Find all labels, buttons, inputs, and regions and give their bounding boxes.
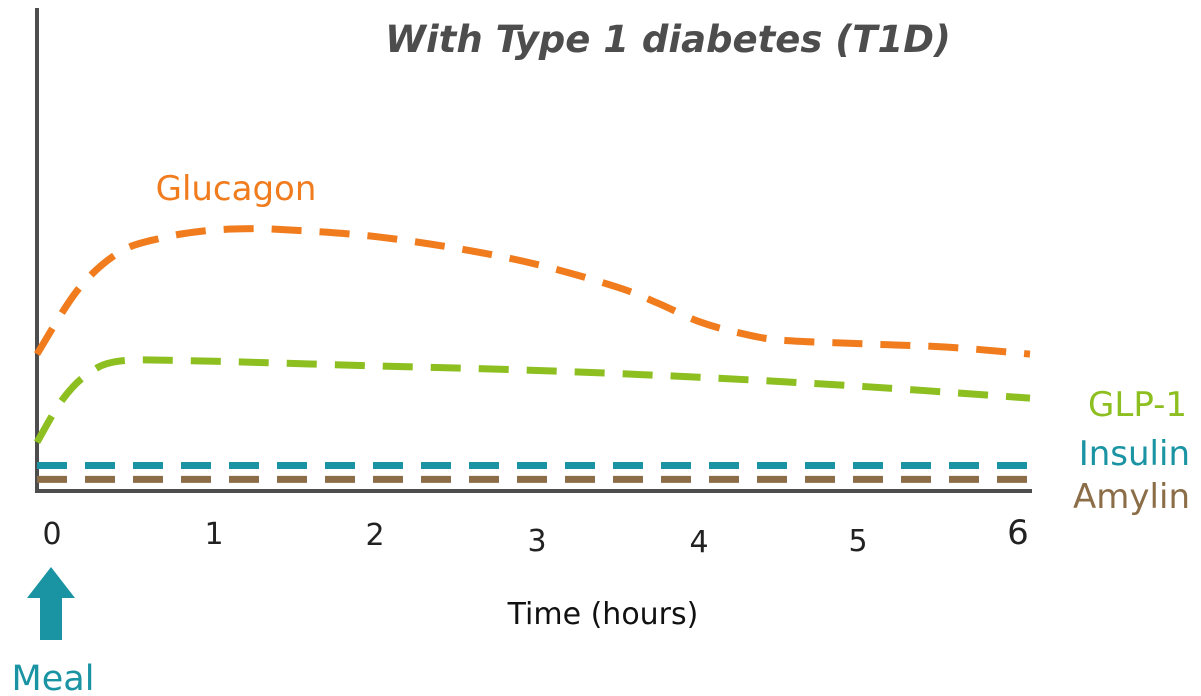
series-label-insulin: Insulin	[1079, 434, 1190, 474]
x-tick-label-1: 1	[204, 517, 223, 552]
series-line-glucagon	[34, 225, 1031, 358]
series-line-glp-1	[33, 356, 1031, 445]
series-label-amylin: Amylin	[1073, 477, 1190, 517]
x-tick-label-0: 0	[42, 517, 61, 552]
x-tick-label-5: 5	[848, 524, 867, 559]
meal-arrow-icon	[27, 567, 75, 640]
series-label-glp-1: GLP-1	[1088, 385, 1187, 425]
chart-title: With Type 1 diabetes (T1D)	[385, 18, 951, 61]
x-tick-labels: 0 1 2 3 4 5 6	[42, 513, 1028, 560]
meal-annotation: Meal	[12, 659, 95, 696]
series-layer	[33, 225, 1031, 483]
x-axis-label: Time (hours)	[507, 597, 699, 632]
x-tick-label-6: 6	[1007, 513, 1029, 553]
x-tick-label-2: 2	[365, 518, 384, 553]
x-tick-label-3: 3	[527, 524, 546, 559]
series-label-glucagon: Glucagon	[156, 169, 317, 209]
x-tick-label-4: 4	[689, 525, 708, 560]
